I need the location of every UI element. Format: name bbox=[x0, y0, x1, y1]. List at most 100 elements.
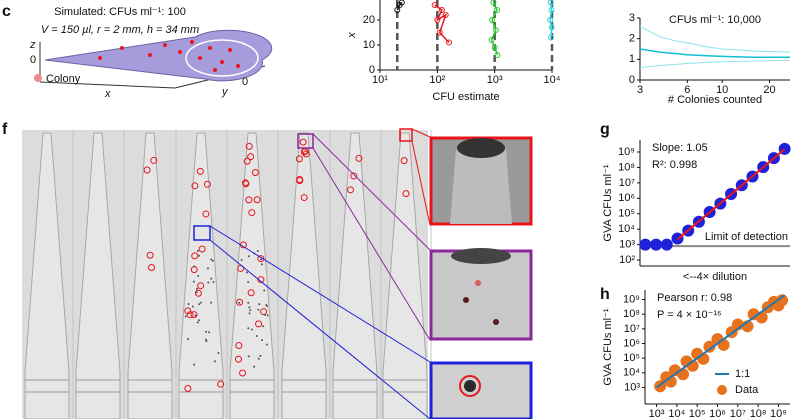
tube-rim bbox=[230, 379, 274, 393]
colony-mark bbox=[253, 196, 261, 204]
data-point bbox=[494, 52, 501, 58]
speck bbox=[198, 303, 201, 306]
speck bbox=[260, 263, 263, 266]
data-point bbox=[488, 37, 495, 43]
speck bbox=[184, 315, 187, 318]
x-axis-label: # Colonies counted bbox=[668, 94, 762, 106]
speck bbox=[212, 281, 215, 284]
colony-mark bbox=[241, 179, 249, 187]
speck bbox=[257, 357, 260, 360]
axis-label: z bbox=[29, 39, 36, 51]
x-tick-label: 10³ bbox=[487, 74, 503, 86]
data-point bbox=[547, 0, 554, 6]
data-point bbox=[660, 238, 673, 251]
speck bbox=[247, 255, 250, 258]
tube-rim bbox=[76, 379, 120, 393]
colony-mark bbox=[300, 194, 308, 202]
data-point bbox=[703, 340, 716, 353]
speck bbox=[263, 313, 266, 316]
speck bbox=[265, 343, 268, 346]
subtitle: Simulated: CFUs ml⁻¹: 100 bbox=[54, 6, 186, 18]
data-point bbox=[491, 44, 498, 51]
tube bbox=[332, 132, 378, 419]
colony-mark bbox=[203, 180, 211, 188]
tube-rim bbox=[128, 379, 172, 393]
data-point bbox=[394, 7, 401, 13]
legend-label: 1:1 bbox=[735, 368, 750, 380]
speck bbox=[208, 331, 211, 334]
colony-mark bbox=[235, 342, 243, 350]
colony-mark bbox=[148, 264, 156, 272]
panel-label: f bbox=[2, 121, 8, 138]
data-point bbox=[548, 24, 555, 31]
speck bbox=[266, 305, 269, 308]
speck bbox=[211, 259, 214, 262]
data-point bbox=[650, 238, 663, 251]
data-point bbox=[442, 12, 449, 18]
y-axis-label: x bbox=[346, 32, 358, 39]
x-tick-label: 10³ bbox=[649, 408, 665, 419]
colony-mark bbox=[296, 177, 304, 185]
speck bbox=[247, 327, 250, 330]
x-tick-label: 10⁶ bbox=[709, 408, 726, 419]
colony-mark bbox=[346, 186, 354, 194]
colony-mark bbox=[302, 150, 310, 158]
speck bbox=[197, 254, 200, 257]
data-point bbox=[548, 7, 555, 13]
speck bbox=[247, 281, 250, 284]
colonies bbox=[98, 40, 240, 72]
speck bbox=[199, 301, 202, 304]
series-line bbox=[639, 48, 790, 59]
x-tick-label: 10² bbox=[429, 74, 445, 86]
colony-mark bbox=[186, 311, 194, 319]
tube-image bbox=[22, 130, 432, 419]
colony-mark bbox=[257, 255, 265, 263]
speck bbox=[206, 267, 209, 270]
y-tick-label: 10⁶ bbox=[618, 192, 635, 204]
y-tick-label: 10⁷ bbox=[624, 323, 640, 335]
x-tick-label: 10 bbox=[716, 84, 728, 96]
speck bbox=[213, 360, 216, 363]
colony-mark bbox=[402, 190, 410, 198]
y-tick-label: 10³ bbox=[619, 239, 635, 251]
x-tick-label: 10⁵ bbox=[689, 408, 706, 419]
data-point bbox=[431, 2, 438, 8]
y-tick-label: 0 bbox=[369, 64, 375, 76]
colony-mark bbox=[184, 307, 192, 315]
colony-mark bbox=[251, 169, 259, 177]
y-tick-label: 10⁸ bbox=[618, 161, 635, 173]
speck bbox=[195, 291, 198, 294]
speck bbox=[205, 330, 208, 333]
y-tick-label: 10³ bbox=[624, 381, 640, 393]
colony-mark bbox=[198, 245, 206, 253]
x-axis-label: <--4× dilution bbox=[683, 271, 747, 283]
speck bbox=[238, 301, 241, 304]
annotation: Slope: 1.05 bbox=[652, 142, 708, 154]
speck bbox=[259, 354, 262, 357]
x-tick-label: 6 bbox=[684, 84, 690, 96]
colony-mark bbox=[245, 142, 253, 150]
y-tick-label: 10⁵ bbox=[623, 352, 640, 364]
tube bbox=[75, 132, 121, 419]
speck bbox=[261, 339, 264, 342]
speck bbox=[204, 338, 207, 341]
colony-mark bbox=[239, 369, 247, 377]
subtitle: V = 150 µl, r = 2 mm, h = 34 mm bbox=[41, 24, 199, 36]
series-line bbox=[656, 294, 786, 389]
speck bbox=[249, 309, 252, 312]
legend-swatch bbox=[34, 74, 42, 82]
speck bbox=[263, 289, 266, 292]
tube bbox=[127, 132, 173, 419]
speck bbox=[191, 305, 194, 308]
x-axis-label: CFU estimate bbox=[432, 91, 499, 103]
data-point bbox=[398, 0, 405, 6]
series-line bbox=[676, 148, 786, 241]
speck bbox=[247, 355, 250, 358]
speck bbox=[207, 281, 210, 284]
tube-rim bbox=[383, 379, 427, 393]
colony-mark bbox=[247, 153, 255, 161]
colony-mark bbox=[150, 156, 158, 164]
annotation: R²: 0.998 bbox=[652, 159, 697, 171]
speck bbox=[250, 328, 253, 331]
